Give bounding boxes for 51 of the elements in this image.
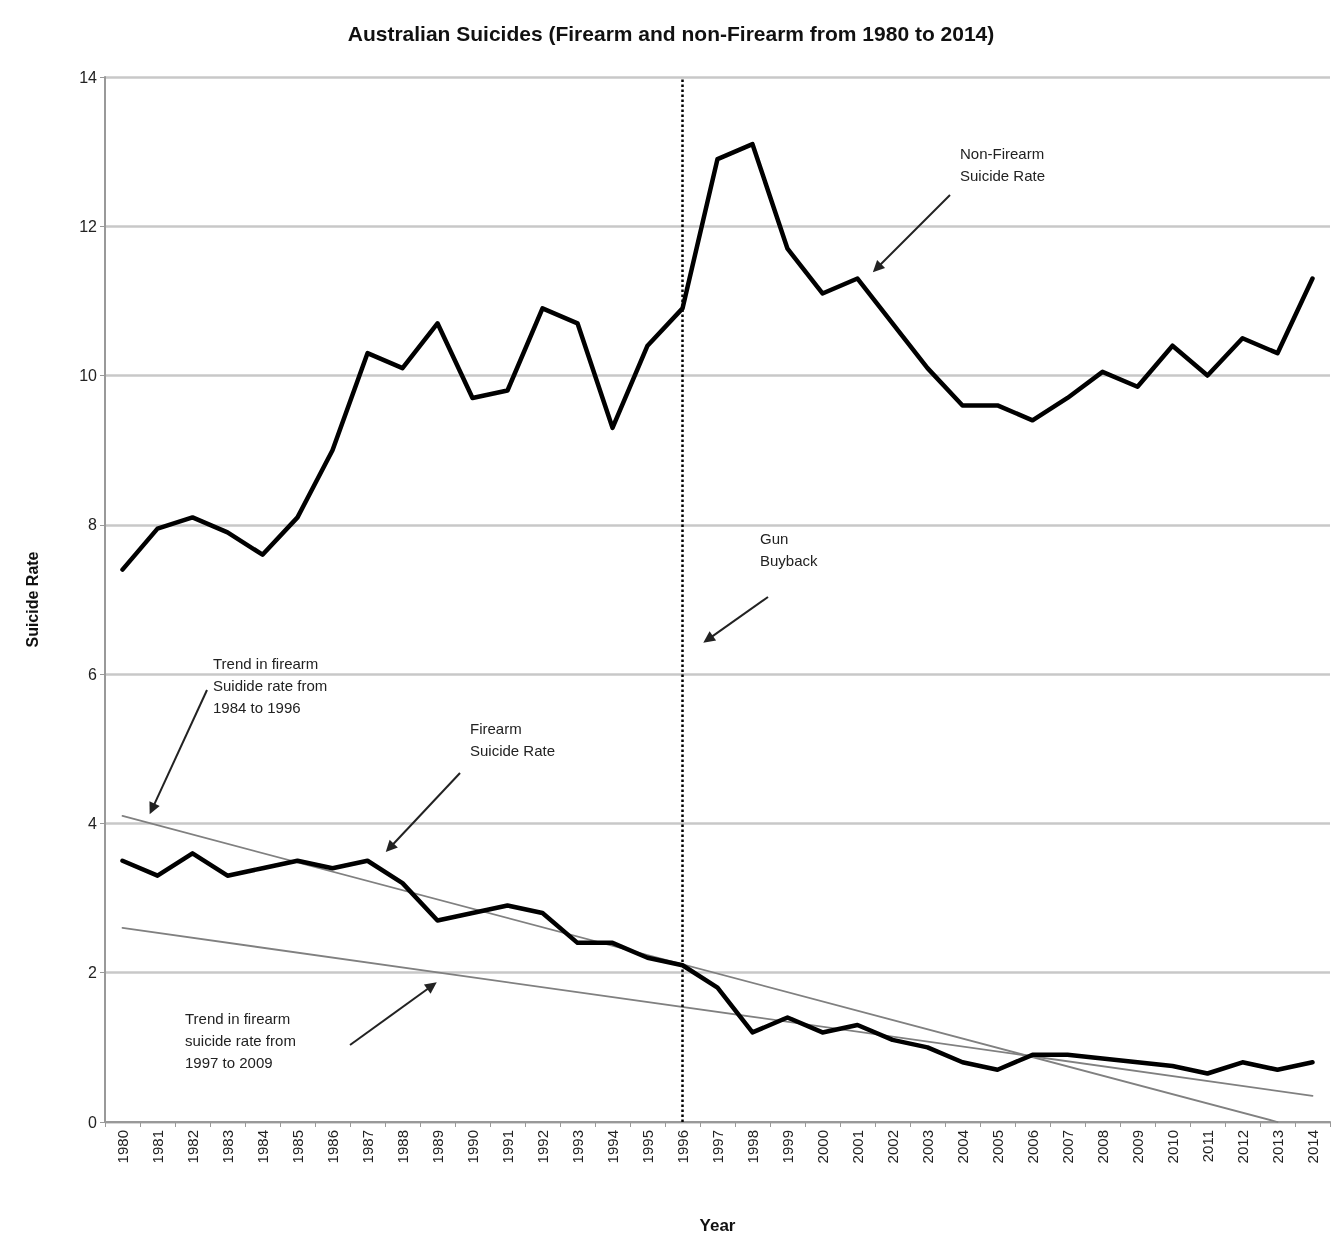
annotation: Trend in firearm Suidide rate from 1984 to 1996 [213,654,328,718]
x-tick-label: 1998 [744,1130,761,1164]
x-tick-label: 1982 [184,1130,201,1164]
x-tick-label: 2012 [1234,1130,1251,1164]
y-tick-label: 2 [88,964,98,982]
x-tick-label: 1983 [219,1130,236,1164]
x-tick-label: 2007 [1059,1130,1076,1164]
y-tick-label: 8 [88,516,98,534]
annotation: Gun Buyback [760,529,818,571]
x-tick-label: 1988 [394,1130,411,1164]
x-tick-label: 1980 [114,1130,131,1164]
y-tick-label: 0 [88,1113,98,1131]
y-tick-label: 10 [79,367,98,385]
x-tick-label: 1985 [289,1130,306,1164]
x-tick-label: 2001 [849,1130,866,1164]
y-tick-label: 6 [88,665,98,683]
x-tick-label: 1986 [324,1130,341,1164]
x-tick-label: 1996 [674,1130,691,1164]
x-axis-title: Year [699,1216,736,1235]
x-tick-label: 2003 [919,1130,936,1164]
x-tick-label: 2009 [1129,1130,1146,1164]
x-tick-label: 2014 [1304,1130,1321,1164]
x-tick-label: 1984 [254,1130,271,1164]
annotation: Non-Firearm Suicide Rate [960,144,1046,186]
x-tick-label: 1997 [709,1130,726,1164]
x-tick-label: 2011 [1199,1130,1216,1163]
x-tick-label: 2002 [884,1130,901,1164]
x-tick-label: 1992 [534,1130,551,1164]
chart-title: Australian Suicides (Firearm and non-Firearm from 1980 to 2014) [347,22,995,45]
y-tick-label: 14 [79,68,98,86]
x-tick-label: 2005 [989,1130,1006,1164]
x-tick-label: 1987 [359,1130,376,1164]
annotation: Firearm Suicide Rate [470,719,556,761]
x-tick-label: 1993 [569,1130,586,1164]
x-tick-label: 2000 [814,1130,831,1164]
x-tick-label: 2013 [1269,1130,1286,1164]
x-tick-label: 1990 [464,1130,481,1164]
x-tick-label: 2008 [1094,1130,1111,1164]
x-tick-label: 1999 [779,1130,796,1164]
x-tick-label: 2010 [1164,1130,1181,1164]
x-tick-label: 1991 [499,1130,516,1164]
x-tick-label: 1989 [429,1130,446,1164]
x-tick-label: 2006 [1024,1130,1041,1164]
x-tick-label: 1995 [639,1130,656,1164]
x-tick-label: 1994 [604,1130,621,1164]
y-tick-label: 4 [88,814,98,832]
annotation: Trend in firearm suicide rate from 1997 to 2009 [185,1009,296,1073]
x-tick-label: 1981 [149,1130,166,1164]
y-axis-title: Suicide Rate [23,551,41,648]
y-tick-label: 12 [79,217,98,235]
x-tick-label: 2004 [954,1130,971,1164]
